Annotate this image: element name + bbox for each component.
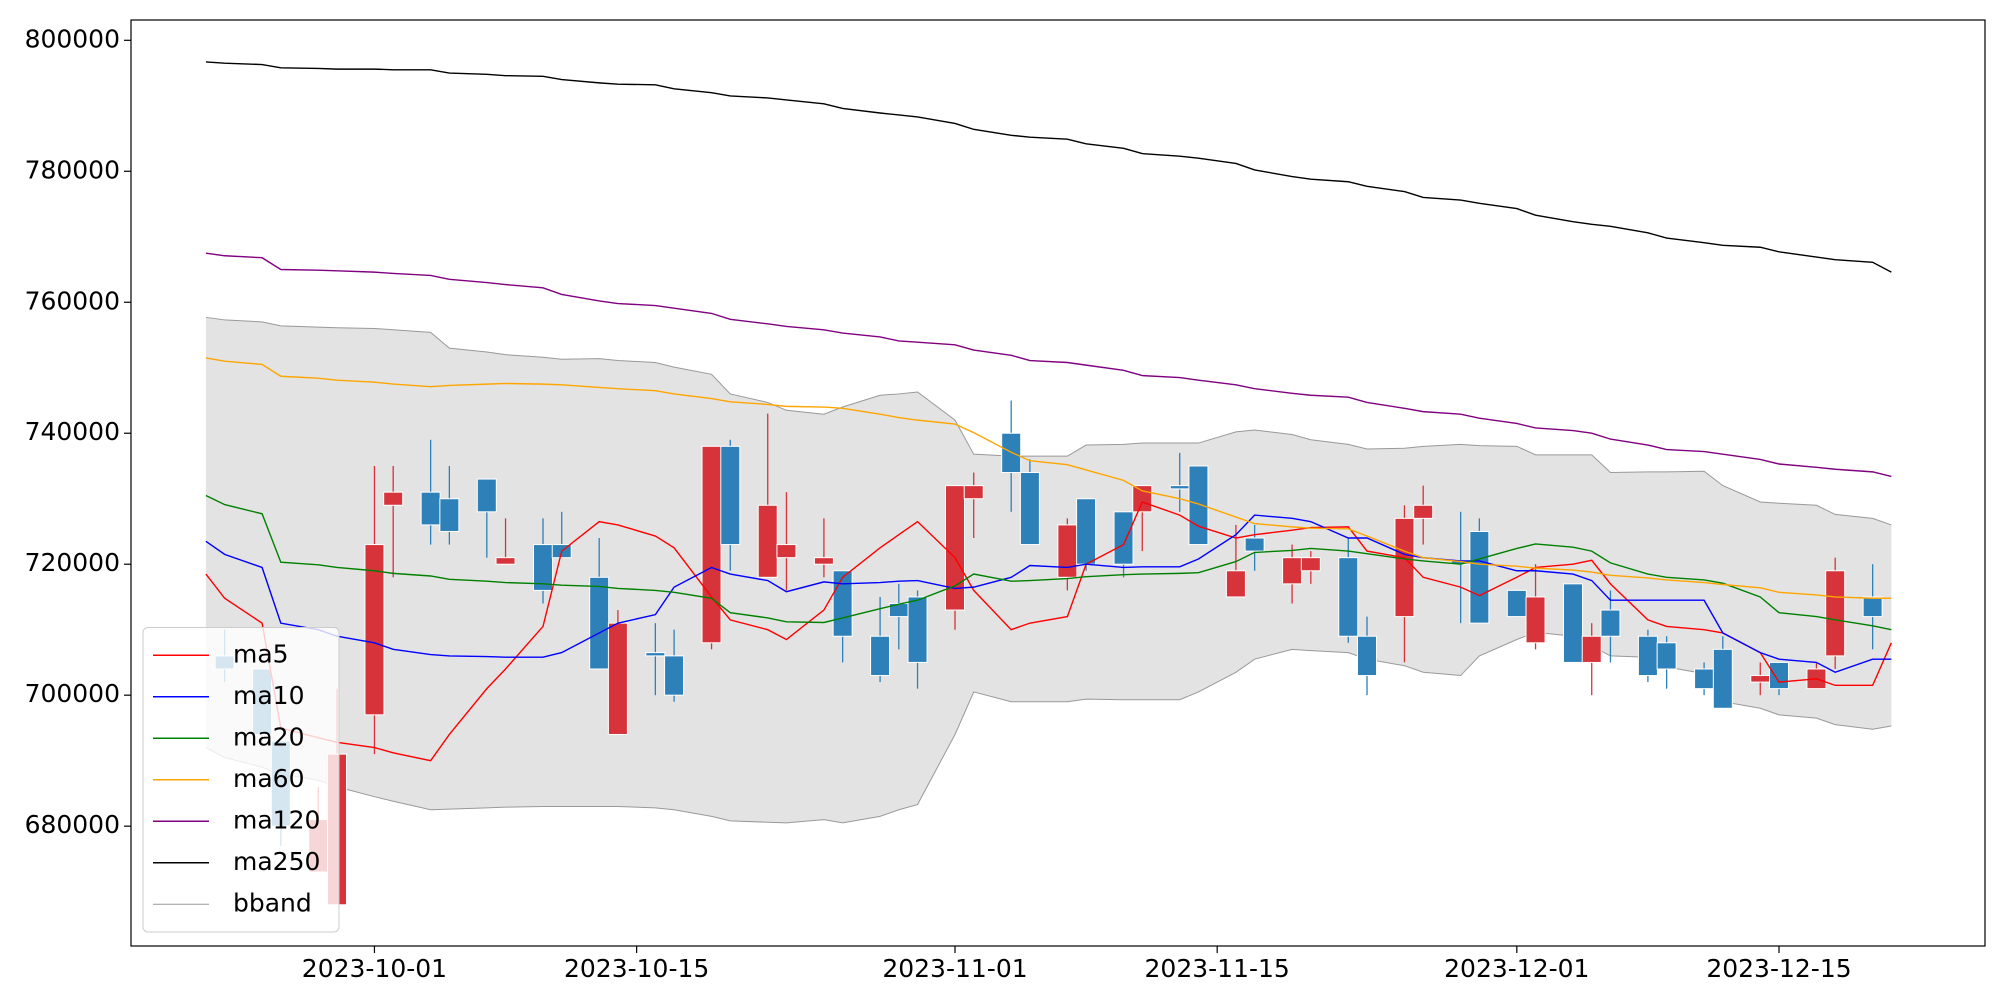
- legend-label: ma20: [233, 722, 304, 751]
- y-tick-label: 760000: [25, 286, 120, 315]
- ma-line: [205, 357, 1892, 599]
- candle-body: [664, 655, 685, 696]
- candle-body: [832, 570, 853, 637]
- candle-body: [383, 491, 404, 506]
- candle-body: [963, 485, 984, 500]
- candle-body: [813, 557, 834, 565]
- candle-body: [1694, 668, 1715, 690]
- bband-lower: [205, 631, 1892, 824]
- ma-line: [205, 501, 1893, 762]
- candle-body: [1469, 530, 1490, 624]
- y-tick-label: 680000: [25, 810, 120, 839]
- ma-line: [205, 61, 1892, 273]
- candle-body: [1244, 537, 1265, 552]
- y-tick-label: 800000: [25, 24, 120, 53]
- candle-body: [1769, 661, 1789, 690]
- candle-body: [1113, 511, 1134, 565]
- candle-body: [1076, 498, 1097, 565]
- legend-label: ma120: [233, 805, 320, 834]
- bband-upper: [205, 316, 1892, 526]
- candle-body: [1188, 465, 1209, 546]
- candle-body: [589, 576, 610, 670]
- candle-body: [1132, 485, 1153, 513]
- x-tick-label: 2023-10-01: [302, 954, 447, 983]
- x-tick-label: 2023-12-15: [1706, 954, 1851, 983]
- candle-body: [870, 635, 891, 677]
- candle-body: [1862, 596, 1883, 618]
- legend-label: bband: [233, 888, 312, 917]
- legend-label: ma60: [233, 764, 304, 793]
- ma-line: [205, 252, 1892, 478]
- legend-box: [142, 627, 340, 933]
- candle-body: [1338, 557, 1359, 637]
- ma-line: [205, 514, 1892, 674]
- candle-body: [439, 498, 460, 532]
- candle-body: [1750, 675, 1771, 683]
- candle-body: [1712, 648, 1733, 709]
- candle-body: [701, 445, 722, 644]
- candle-body: [1525, 596, 1546, 644]
- candle-body: [1394, 517, 1415, 618]
- candle-body: [1019, 472, 1040, 546]
- candle-body: [495, 557, 516, 565]
- candle-body: [720, 445, 741, 546]
- candle-body: [1225, 570, 1246, 598]
- candle-body: [907, 596, 928, 663]
- x-tick-label: 2023-12-01: [1444, 954, 1589, 983]
- candle-body: [1169, 485, 1190, 490]
- y-tick-label: 700000: [25, 679, 120, 708]
- x-tick-label: 2023-11-01: [882, 954, 1027, 983]
- candle-body: [420, 491, 441, 526]
- candle-body: [1656, 642, 1677, 670]
- candle-body: [776, 544, 797, 559]
- candle-body: [1600, 609, 1621, 637]
- x-tick-label: 2023-10-15: [564, 954, 709, 983]
- candle-body: [1282, 557, 1303, 585]
- legend-label: ma5: [233, 639, 289, 668]
- legend: ma5 ma10 ma20 ma60 ma120 ma250 bband: [142, 627, 340, 933]
- candle-body: [1357, 635, 1377, 677]
- candle-body: [607, 622, 628, 735]
- candle-body: [533, 544, 553, 591]
- candle-body: [1563, 583, 1583, 663]
- candle-body: [645, 652, 666, 657]
- candle-body: [945, 485, 965, 611]
- x-tick-label: 2023-11-15: [1145, 954, 1290, 983]
- candle-body: [757, 504, 778, 578]
- candle-body: [1300, 557, 1321, 572]
- candle-body: [1413, 504, 1434, 519]
- ma-line: [205, 494, 1892, 631]
- candle-body: [1637, 635, 1658, 677]
- candle-body: [364, 544, 385, 716]
- candle-body: [1825, 570, 1846, 657]
- candle-body: [1506, 589, 1527, 618]
- candle-body: [476, 478, 497, 513]
- y-tick-label: 720000: [25, 548, 120, 577]
- y-tick-label: 740000: [25, 417, 120, 446]
- legend-label: ma250: [233, 847, 320, 876]
- axes-frame: [130, 19, 1986, 947]
- legend-label: ma10: [233, 681, 304, 710]
- candle-body: [1581, 635, 1602, 663]
- candle-body: [1057, 524, 1078, 578]
- y-tick-label: 780000: [25, 155, 120, 184]
